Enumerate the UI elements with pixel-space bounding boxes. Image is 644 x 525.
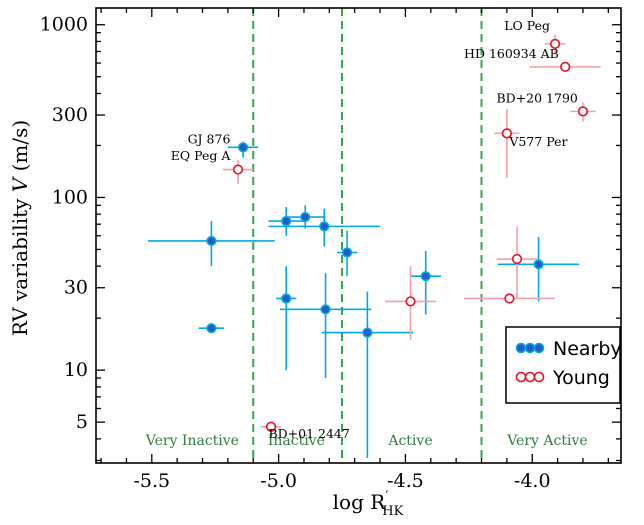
zone-label-0: Very Inactive [145, 433, 239, 449]
star-label-3: HD 160934 AB [464, 46, 559, 61]
nearby-point-4 [300, 211, 311, 223]
y-tick-label-0: 5 [76, 411, 88, 433]
nearby-point-1 [206, 235, 217, 247]
data-points [206, 38, 589, 432]
star-label-1: EQ Peg A [171, 148, 232, 163]
y-axis-title-prefix: RV variability [8, 192, 32, 336]
nearby-point-9 [362, 327, 373, 338]
activity-boundaries: Very Inactive Inactive Active Very Active [145, 8, 588, 463]
y-axis-title: RV variability V (m/s) [8, 120, 32, 336]
young-point-2 [405, 296, 416, 307]
nearby-point-5 [319, 221, 330, 232]
x-axis-title-main: log R [333, 490, 387, 514]
young-point-8 [501, 128, 512, 139]
legend-label-young: Young [552, 367, 610, 389]
y-tick-label-5: 1000 [40, 14, 88, 36]
nearby-point-6 [341, 247, 353, 258]
x-tick-label-3: -4.0 [514, 470, 551, 492]
star-label-5: V577 Per [508, 134, 567, 149]
nearby-point-2 [206, 323, 217, 334]
axes: -5.5 -5.0 -4.5 -4.0 5 10 30 100 300 1000 [40, 7, 622, 492]
y-tick-label-1: 10 [64, 359, 88, 381]
nearby-point-0 [238, 142, 249, 153]
legend-label-nearby: Nearby [553, 338, 622, 360]
y-axis-title-unit: (m/s) [8, 120, 32, 178]
young-point-3 [504, 293, 515, 304]
nearby-point-10 [420, 271, 431, 282]
young-point-1 [265, 421, 277, 432]
nearby-point-11 [533, 259, 544, 270]
x-axis-title-prime: ′ [385, 489, 388, 504]
y-tick-label-3: 100 [52, 186, 88, 208]
legend-box [505, 326, 621, 404]
nearby-point-8 [320, 304, 331, 315]
y-axis-title-variable: V [8, 175, 32, 192]
young-point-0 [232, 164, 244, 175]
young-point-6 [560, 61, 571, 72]
zone-label-1: Inactive [268, 433, 325, 449]
young-point-7 [577, 106, 589, 117]
x-tick-label-2: -4.5 [387, 470, 424, 492]
zone-label-2: Active [387, 433, 432, 449]
y-tick-label-4: 300 [52, 104, 88, 126]
nearby-point-7 [281, 293, 292, 304]
x-axis-title-subscript: HK [382, 504, 403, 519]
star-label-4: BD+20 1790 [497, 90, 578, 105]
x-axis-title: log R′ HK [333, 489, 404, 519]
y-tick-label-2: 30 [64, 277, 88, 299]
x-tick-label-0: -5.5 [133, 470, 170, 492]
star-label-0: GJ 876 [188, 132, 231, 147]
legend: Nearby Young [505, 326, 622, 404]
young-point-5 [549, 38, 561, 49]
legend-marker-nearby [515, 342, 545, 354]
young-point-4 [511, 253, 523, 265]
zone-label-3: Very Active [506, 433, 587, 449]
star-label-6: BD+01 2447 [268, 426, 349, 441]
nearby-point-3 [281, 215, 292, 227]
x-tick-label-1: -5.0 [260, 470, 297, 492]
legend-marker-young [515, 371, 545, 383]
star-label-2: LO Peg [504, 18, 550, 33]
